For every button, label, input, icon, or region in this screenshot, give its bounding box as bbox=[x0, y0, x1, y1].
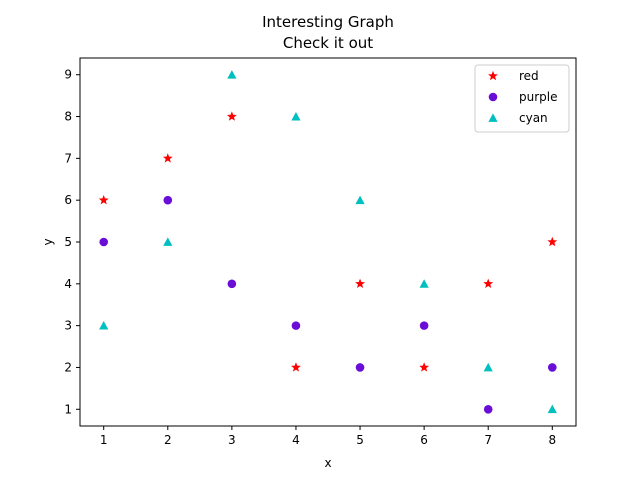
data-point-purple bbox=[419, 321, 429, 330]
series-purple bbox=[99, 195, 557, 414]
data-point-red bbox=[98, 194, 109, 205]
data-point-cyan bbox=[547, 404, 557, 414]
data-point-cyan bbox=[419, 279, 429, 288]
x-tick-label: 2 bbox=[164, 433, 172, 447]
y-tick-label: 1 bbox=[64, 402, 72, 416]
data-point-red bbox=[547, 236, 558, 247]
data-point-cyan bbox=[227, 70, 237, 79]
data-point-red bbox=[419, 362, 430, 372]
y-tick-label: 4 bbox=[64, 277, 72, 291]
y-tick-label: 3 bbox=[64, 319, 72, 333]
data-point-purple bbox=[547, 363, 557, 372]
legend-marker-purple bbox=[488, 92, 498, 102]
y-tick-label: 8 bbox=[64, 110, 72, 124]
data-point-red bbox=[162, 153, 173, 163]
chart-title: Interesting Graph bbox=[262, 13, 394, 31]
legend-label-cyan: cyan bbox=[519, 111, 548, 125]
x-tick-label: 7 bbox=[484, 433, 492, 447]
y-tick-label: 7 bbox=[64, 151, 72, 165]
data-point-cyan bbox=[355, 195, 365, 205]
series-red bbox=[98, 111, 558, 372]
data-point-cyan bbox=[99, 321, 109, 330]
plot-area bbox=[98, 70, 558, 414]
x-tick-label: 1 bbox=[100, 433, 108, 447]
y-tick-label: 9 bbox=[64, 68, 72, 82]
legend-items: red purple cyan bbox=[488, 69, 558, 125]
legend-label-red: red bbox=[519, 69, 539, 83]
x-axis-label: x bbox=[324, 456, 331, 470]
legend-box bbox=[474, 64, 570, 133]
y-axis-label: y bbox=[41, 238, 55, 245]
legend-marker-cyan bbox=[488, 113, 498, 122]
data-point-purple bbox=[227, 279, 237, 289]
data-point-cyan bbox=[483, 362, 493, 372]
y-tick-label: 6 bbox=[64, 193, 72, 207]
x-tick-label: 5 bbox=[356, 433, 364, 447]
legend-label-purple: purple bbox=[519, 90, 558, 104]
legend-marker-red bbox=[488, 70, 498, 81]
data-point-cyan bbox=[291, 111, 301, 121]
x-tick-label: 4 bbox=[292, 433, 300, 447]
data-point-red bbox=[355, 278, 365, 289]
chart-subtitle: Check it out bbox=[283, 34, 373, 52]
series-cyan bbox=[99, 70, 557, 414]
data-point-purple bbox=[355, 363, 365, 372]
x-tick-label: 6 bbox=[420, 433, 428, 447]
y-tick-label: 5 bbox=[64, 235, 72, 249]
data-point-red bbox=[291, 362, 301, 372]
data-point-red bbox=[226, 111, 237, 121]
x-tick-label: 8 bbox=[548, 433, 556, 447]
axis-ticks: 1 2 3 4 5 6 7 8 1 2 3 4 5 6 7 8 9 bbox=[64, 68, 556, 447]
data-point-cyan bbox=[163, 237, 173, 246]
x-tick-label: 3 bbox=[228, 433, 236, 447]
data-point-purple bbox=[99, 237, 109, 247]
legend: red purple cyan bbox=[474, 64, 570, 133]
data-point-red bbox=[483, 278, 494, 289]
data-point-purple bbox=[483, 404, 493, 414]
y-tick-label: 2 bbox=[64, 360, 72, 374]
data-point-purple bbox=[291, 321, 301, 330]
data-point-purple bbox=[163, 195, 173, 205]
